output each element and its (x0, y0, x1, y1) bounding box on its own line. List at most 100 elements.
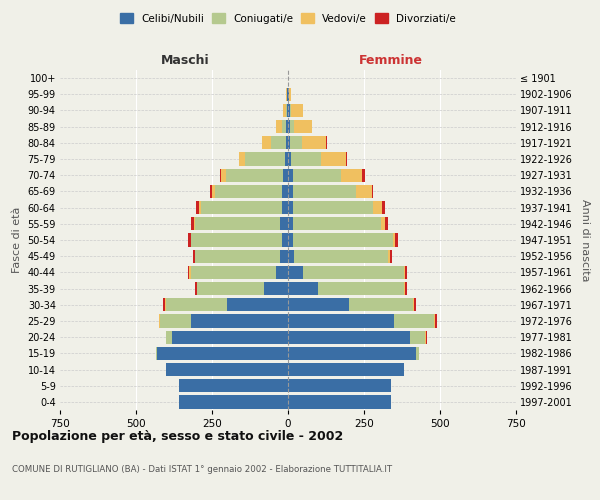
Bar (293, 168, 341, 182)
Bar (159, 314, 160, 328)
Bar (288, 234, 293, 246)
Bar (413, 298, 414, 312)
Legend: Celibi/Nubili, Coniugati/e, Vedovi/e, Divorziati/e: Celibi/Nubili, Coniugati/e, Vedovi/e, Di… (117, 10, 459, 26)
Bar (289, 88, 291, 101)
Bar (199, 201, 202, 214)
Bar (290, 120, 294, 134)
Bar (288, 379, 391, 392)
Bar (191, 266, 276, 279)
Bar (194, 217, 195, 230)
Y-axis label: Anni di nascita: Anni di nascita (580, 198, 590, 281)
Bar (393, 234, 395, 246)
Bar (288, 330, 410, 344)
Bar (197, 282, 263, 295)
Bar (191, 217, 194, 230)
Bar (371, 185, 373, 198)
Y-axis label: Fasce di età: Fasce di età (12, 207, 22, 273)
Bar (288, 152, 291, 166)
Bar (288, 250, 294, 263)
Bar (394, 314, 434, 328)
Bar (390, 250, 392, 263)
Bar (189, 266, 191, 279)
Bar (293, 201, 373, 214)
Bar (195, 217, 280, 230)
Bar (202, 201, 282, 214)
Bar (215, 185, 282, 198)
Text: Maschi: Maschi (161, 54, 210, 67)
Bar (221, 168, 226, 182)
Bar (288, 168, 293, 182)
Bar (220, 168, 221, 182)
Bar (356, 185, 371, 198)
Bar (373, 201, 382, 214)
Text: Femmine: Femmine (359, 54, 422, 67)
Bar (288, 120, 290, 134)
Bar (288, 314, 394, 328)
Bar (212, 185, 215, 198)
Bar (288, 363, 404, 376)
Bar (160, 314, 191, 328)
Bar (410, 330, 425, 344)
Bar (293, 185, 356, 198)
Bar (290, 136, 302, 149)
Bar (288, 88, 289, 101)
Bar (416, 346, 419, 360)
Bar (302, 136, 326, 149)
Bar (341, 168, 362, 182)
Bar (188, 234, 191, 246)
Bar (282, 185, 288, 198)
Bar (346, 152, 347, 166)
Bar (362, 168, 365, 182)
Bar (282, 201, 288, 214)
Bar (283, 104, 286, 117)
Bar (280, 217, 288, 230)
Bar (276, 120, 282, 134)
Bar (211, 185, 212, 198)
Bar (382, 201, 385, 214)
Bar (282, 234, 288, 246)
Bar (291, 152, 322, 166)
Bar (263, 282, 288, 295)
Bar (288, 104, 290, 117)
Bar (191, 314, 288, 328)
Bar (195, 282, 197, 295)
Bar (404, 266, 405, 279)
Bar (395, 234, 398, 246)
Bar (285, 152, 288, 166)
Bar (388, 250, 390, 263)
Bar (405, 266, 407, 279)
Bar (163, 298, 165, 312)
Bar (414, 298, 416, 312)
Bar (293, 234, 393, 246)
Bar (196, 201, 199, 214)
Bar (349, 298, 413, 312)
Bar (280, 250, 288, 263)
Bar (283, 168, 288, 182)
Bar (165, 298, 166, 312)
Bar (179, 379, 288, 392)
Bar (195, 250, 280, 263)
Bar (288, 136, 290, 149)
Bar (294, 120, 313, 134)
Bar (227, 298, 288, 312)
Bar (157, 346, 288, 360)
Bar (245, 152, 285, 166)
Bar (288, 201, 293, 214)
Bar (156, 346, 157, 360)
Bar (287, 88, 288, 101)
Bar (288, 217, 293, 230)
Bar (385, 217, 388, 230)
Bar (319, 282, 404, 295)
Bar (166, 330, 172, 344)
Bar (293, 217, 381, 230)
Bar (434, 314, 436, 328)
Bar (226, 168, 283, 182)
Bar (381, 217, 385, 230)
Bar (179, 396, 288, 408)
Bar (288, 185, 293, 198)
Bar (286, 88, 287, 101)
Bar (404, 282, 405, 295)
Bar (193, 250, 195, 263)
Bar (166, 298, 227, 312)
Bar (291, 104, 303, 117)
